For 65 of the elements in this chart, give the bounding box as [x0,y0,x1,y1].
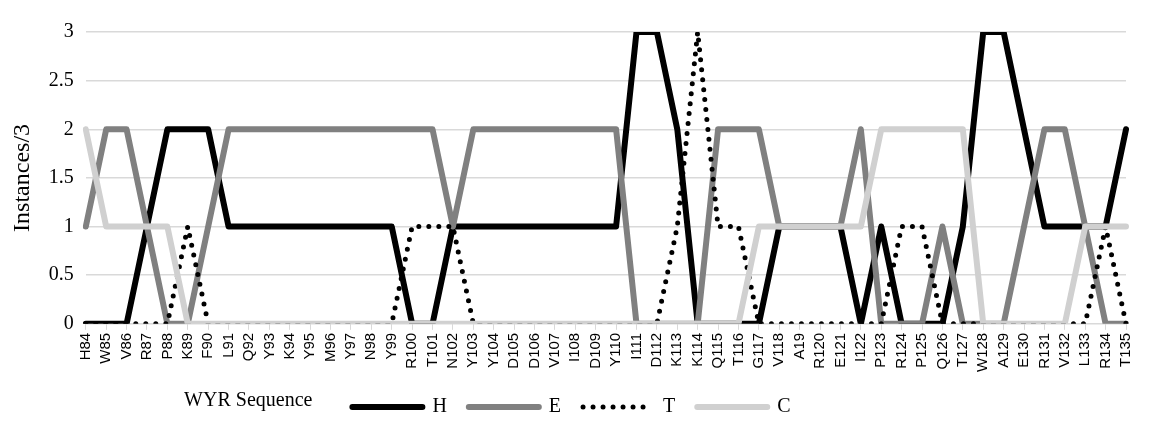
x-tick-label: V86 [116,332,134,360]
x-tick-label: Y110 [606,332,624,367]
y-tick-label: 2.5 [48,67,74,90]
legend-label: H [432,394,447,417]
x-tick-label: I122 [850,332,868,363]
x-tick-label: G117 [749,332,767,369]
x-tick-label: Y104 [483,332,501,368]
x-tick-label: R134 [1095,332,1113,369]
y-tick-label: 0.5 [48,262,74,285]
x-tick-label: T135 [1116,332,1134,368]
y-tick-label: 1 [63,213,74,236]
x-tick-label: W128 [973,332,991,372]
x-tick-label: V118 [769,332,787,367]
y-axis-title: Instances/3 [7,123,34,232]
x-tick-label: D112 [647,332,665,368]
x-tick-label: T116 [728,332,746,366]
x-tick-label: E130 [1014,332,1032,368]
x-tick-label: Y103 [463,332,481,368]
x-axis-title: WYR Sequence [184,388,313,412]
x-tick-label: H84 [75,332,93,361]
x-tick-label: P125 [912,332,930,368]
x-tick-label: T127 [952,332,970,368]
legend-label: E [548,394,562,417]
x-tick-label: Y93 [259,332,277,360]
x-tick-label: R100 [402,332,420,369]
x-tick-label: T101 [422,332,440,368]
legend-label: T [663,394,676,417]
x-tick-label: D106 [524,332,542,369]
x-tick-label: K89 [177,332,195,360]
x-tick-label: Q115 [708,332,726,369]
x-tick-label: D105 [504,332,522,369]
x-tick-label: R120 [810,332,828,369]
x-tick-label: L133 [1075,332,1093,367]
x-tick-label: I111 [626,332,644,360]
x-tick-label: R131 [1034,332,1052,369]
x-tick-label: Y99 [381,332,399,360]
x-tick-label: K94 [279,332,297,360]
x-tick-label: P123 [871,332,889,368]
x-tick-label: L91 [218,332,236,358]
y-tick-label: 2 [63,116,74,139]
x-tick-label: N98 [361,332,379,361]
x-tick-label: P88 [157,332,175,360]
x-tick-label: F90 [198,332,216,359]
x-tick-label: V107 [545,332,563,368]
x-tick-label: R87 [137,332,155,361]
x-tick-label: Q92 [239,332,257,362]
x-tick-label: D109 [585,332,603,369]
legend-label: C [777,394,791,417]
x-tick-label: K113 [667,332,685,367]
y-tick-label: 1.5 [48,165,74,188]
y-tick-label: 0 [63,311,74,334]
x-tick-label: Q126 [932,332,950,370]
x-tick-label: Y95 [300,332,318,360]
x-tick-label: K114 [687,332,705,367]
x-tick-label: Y97 [341,332,359,360]
x-tick-label: I108 [565,332,583,363]
x-tick-label: N102 [443,332,461,369]
x-tick-label: R124 [891,332,909,369]
y-tick-label: 3 [63,19,74,42]
x-tick-label: A129 [993,332,1011,368]
x-tick-label: A19 [789,332,807,360]
x-tick-label: E121 [830,332,848,368]
x-tick-label: M96 [320,332,338,362]
x-tick-label: W85 [96,332,114,364]
x-tick-label: V132 [1054,332,1072,368]
